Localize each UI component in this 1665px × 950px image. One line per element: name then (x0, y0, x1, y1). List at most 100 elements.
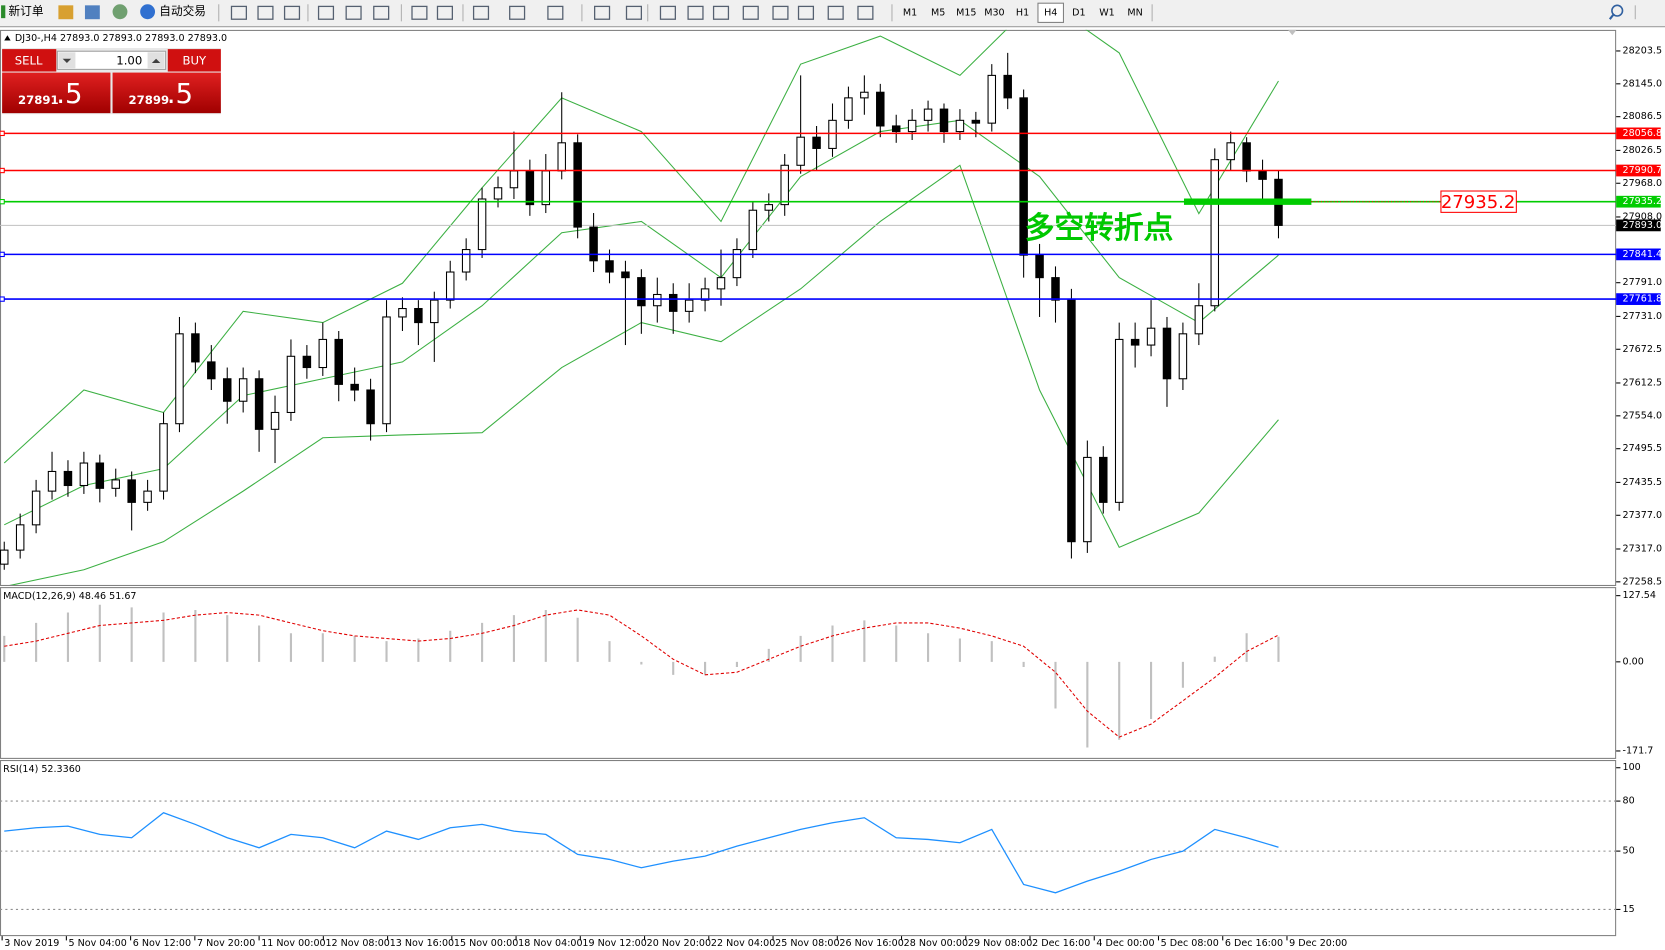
search-icon[interactable] (1608, 13, 1615, 20)
tool-icon[interactable] (857, 5, 874, 20)
buy-price-box[interactable] (112, 72, 221, 114)
candle-body (461, 249, 471, 273)
timeframe-button[interactable]: D1 (1072, 7, 1085, 18)
icon[interactable] (58, 5, 74, 20)
tool-icon[interactable] (373, 5, 390, 20)
icon[interactable] (84, 5, 100, 20)
candle-body (828, 119, 837, 149)
tool-icon[interactable] (230, 5, 247, 20)
buy-button[interactable] (167, 49, 221, 72)
lots-input[interactable] (56, 50, 167, 70)
tool-icon[interactable] (797, 5, 815, 20)
y-tick-label: 27258.5 (1623, 576, 1663, 587)
tool-icon[interactable] (712, 5, 730, 20)
x-tick-label: 25 Nov 08:00 (775, 938, 839, 949)
candle-body (716, 277, 726, 290)
active-timeframe (1037, 2, 1064, 23)
level-handle (0, 130, 5, 137)
sell-label[interactable]: SELL (15, 53, 43, 67)
tool-icon[interactable] (411, 5, 428, 20)
tool-icon[interactable] (317, 5, 335, 20)
tool-icon[interactable] (436, 5, 453, 20)
tool-icon[interactable] (625, 5, 643, 20)
x-tick-label: 13 Nov 16:00 (390, 938, 454, 949)
sell-fraction: .5 (56, 77, 82, 110)
level-price-label: 27761.8 (1623, 294, 1663, 305)
y-tick-label: 27908.0 (1623, 211, 1663, 222)
tool-icon[interactable] (659, 5, 676, 20)
timeframe-button[interactable]: W1 (1099, 7, 1115, 18)
candle-body (1083, 456, 1092, 543)
candle-body (780, 164, 789, 206)
turning-label-box (1440, 190, 1517, 213)
timeframe-button[interactable]: H4 (1044, 7, 1057, 18)
candle-body (844, 97, 853, 121)
y-tick-label: 15 (1623, 904, 1635, 915)
rsi-line (4, 812, 1279, 894)
timeframe-button[interactable]: M30 (984, 7, 1004, 18)
candle-body (63, 470, 73, 487)
candle-body (971, 119, 981, 124)
y-tick-label: 80 (1623, 796, 1635, 807)
tool-icon[interactable] (772, 5, 789, 20)
x-tick-label: 15 Nov 00:00 (454, 938, 518, 949)
timeframe-button[interactable]: MN (1127, 7, 1142, 18)
y-tick-label: 27495.5 (1623, 443, 1663, 454)
turning-label: 27935.2 (1441, 192, 1516, 213)
x-tick-label: 3 Nov 2019 (4, 938, 59, 949)
tool-icon[interactable] (283, 5, 301, 20)
tool-icon[interactable] (742, 5, 759, 20)
macd-frame (0, 587, 1617, 759)
candle-body (79, 462, 89, 487)
candle-body (700, 288, 710, 301)
buy-label[interactable]: BUY (182, 53, 207, 67)
candle-body (955, 119, 965, 133)
timeframe-button[interactable]: M15 (956, 7, 976, 18)
level-handle (0, 167, 5, 174)
x-tick-label: 22 Nov 04:00 (711, 938, 775, 949)
new-order-button[interactable]: 新订单 (8, 4, 43, 18)
sell-price-box[interactable] (2, 72, 111, 114)
candle-body (684, 299, 694, 312)
candle-body (589, 226, 598, 262)
x-tick-label: 11 Nov 00:00 (261, 938, 325, 949)
candle-body (222, 378, 232, 402)
y-tick-label: 127.54 (1623, 590, 1656, 601)
tool-icon[interactable] (827, 5, 844, 20)
tool-icon[interactable] (257, 5, 274, 20)
tool-icon[interactable] (345, 5, 362, 20)
level-price-label: 27841.4 (1623, 249, 1663, 260)
icon[interactable] (140, 4, 156, 20)
shift-marker (1288, 29, 1297, 36)
x-tick-label: 6 Dec 16:00 (1225, 938, 1283, 949)
candle-body (573, 142, 582, 228)
y-tick-label: -171.7 (1623, 745, 1654, 756)
candle-body (238, 378, 248, 402)
tool-icon[interactable] (594, 5, 611, 20)
auto-trade-button[interactable]: 自动交易 (159, 4, 206, 18)
candle-body (939, 108, 949, 133)
y-tick-label: 27554.0 (1623, 410, 1663, 421)
tool-icon[interactable] (509, 5, 526, 20)
candle-body (445, 271, 455, 301)
macd-title: MACD(12,26,9) 48.46 51.67 (3, 591, 136, 602)
main-chart-frame (0, 29, 1617, 587)
candle-body (1035, 254, 1044, 279)
candle-body (31, 490, 41, 526)
candle-body (1067, 299, 1076, 543)
timeframe-button[interactable]: H1 (1016, 7, 1029, 18)
tool-icon[interactable] (472, 5, 490, 20)
x-tick-label: 20 Nov 20:00 (647, 938, 711, 949)
y-tick-label: 27672.5 (1623, 344, 1663, 355)
sell-button[interactable] (2, 49, 57, 72)
lots-value[interactable]: 1.00 (116, 53, 142, 67)
tool-icon[interactable] (687, 5, 704, 20)
timeframe-button[interactable]: M1 (903, 7, 917, 18)
candle-body (302, 355, 312, 369)
rsi-frame (0, 760, 1617, 937)
icon[interactable] (112, 4, 128, 20)
tool-icon[interactable] (547, 5, 564, 20)
candle-body (1194, 305, 1204, 335)
search-icon[interactable] (1611, 4, 1624, 17)
timeframe-button[interactable]: M5 (931, 7, 945, 18)
